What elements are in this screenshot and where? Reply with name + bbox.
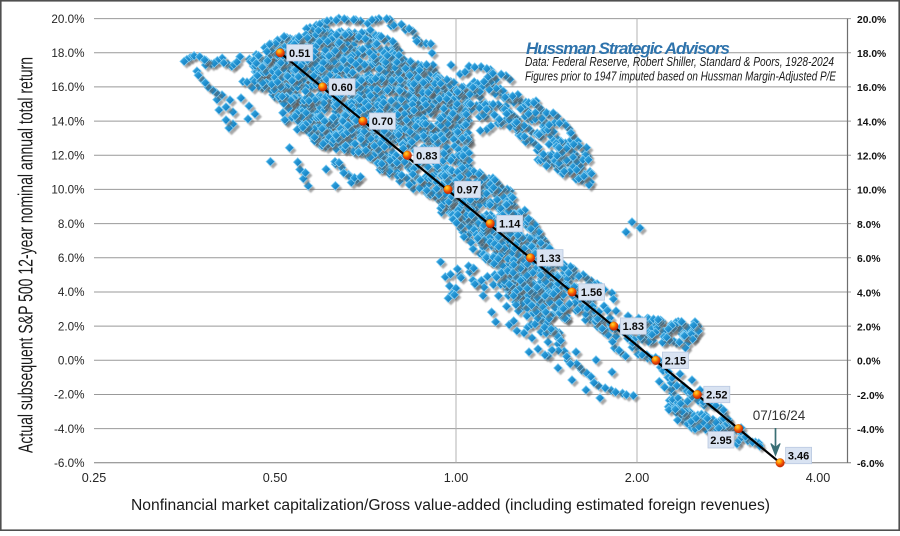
svg-text:1.56: 1.56 bbox=[581, 287, 602, 299]
svg-text:-4.0%: -4.0% bbox=[54, 423, 85, 436]
svg-text:0.25: 0.25 bbox=[82, 471, 107, 485]
svg-text:12.0%: 12.0% bbox=[857, 152, 886, 163]
svg-text:2.0%: 2.0% bbox=[58, 320, 85, 333]
svg-text:8.0%: 8.0% bbox=[857, 220, 880, 231]
svg-text:2.00: 2.00 bbox=[625, 471, 650, 485]
svg-text:Actual subsequent S&P 500 12-y: Actual subsequent S&P 500 12-year nomina… bbox=[15, 57, 37, 453]
svg-text:0.0%: 0.0% bbox=[58, 355, 85, 368]
svg-text:Data: Federal Reserve, Robert: Data: Federal Reserve, Robert Shiller, S… bbox=[525, 55, 834, 69]
svg-text:14.0%: 14.0% bbox=[857, 117, 886, 128]
svg-text:1.14: 1.14 bbox=[499, 219, 521, 231]
svg-text:6.0%: 6.0% bbox=[58, 252, 85, 265]
svg-text:18.0%: 18.0% bbox=[857, 49, 886, 60]
svg-text:1.33: 1.33 bbox=[539, 253, 560, 265]
svg-text:-2.0%: -2.0% bbox=[857, 391, 884, 402]
svg-text:07/16/24: 07/16/24 bbox=[753, 408, 806, 423]
svg-text:3.46: 3.46 bbox=[788, 451, 809, 463]
svg-text:10.0%: 10.0% bbox=[51, 184, 84, 197]
svg-text:4.0%: 4.0% bbox=[857, 288, 880, 299]
svg-text:6.0%: 6.0% bbox=[857, 254, 880, 265]
svg-text:-6.0%: -6.0% bbox=[54, 457, 85, 470]
svg-text:20.0%: 20.0% bbox=[51, 13, 84, 26]
svg-text:0.51: 0.51 bbox=[289, 48, 310, 60]
svg-text:0.83: 0.83 bbox=[416, 150, 437, 162]
svg-text:16.0%: 16.0% bbox=[857, 83, 886, 94]
svg-text:18.0%: 18.0% bbox=[51, 47, 84, 60]
svg-text:4.0%: 4.0% bbox=[58, 286, 85, 299]
svg-text:16.0%: 16.0% bbox=[51, 81, 84, 94]
svg-text:20.0%: 20.0% bbox=[857, 15, 886, 26]
svg-text:-4.0%: -4.0% bbox=[857, 425, 884, 436]
svg-text:8.0%: 8.0% bbox=[58, 218, 85, 231]
svg-text:-2.0%: -2.0% bbox=[54, 389, 85, 402]
svg-text:2.52: 2.52 bbox=[706, 390, 727, 402]
svg-text:0.97: 0.97 bbox=[457, 185, 478, 197]
svg-text:4.00: 4.00 bbox=[806, 471, 831, 485]
svg-text:2.95: 2.95 bbox=[710, 435, 731, 447]
svg-text:0.50: 0.50 bbox=[263, 471, 288, 485]
svg-text:10.0%: 10.0% bbox=[857, 186, 886, 197]
svg-text:12.0%: 12.0% bbox=[51, 150, 84, 163]
svg-text:Figures prior to 1947 imputed: Figures prior to 1947 imputed based on H… bbox=[525, 70, 837, 84]
svg-text:Hussman Strategic Advisors: Hussman Strategic Advisors bbox=[526, 39, 730, 58]
svg-text:14.0%: 14.0% bbox=[51, 115, 84, 128]
svg-text:2.0%: 2.0% bbox=[857, 322, 880, 333]
svg-text:2.15: 2.15 bbox=[665, 355, 686, 367]
svg-text:0.70: 0.70 bbox=[372, 116, 393, 128]
svg-text:0.0%: 0.0% bbox=[857, 357, 880, 368]
svg-text:1.83: 1.83 bbox=[623, 321, 644, 333]
svg-text:0.60: 0.60 bbox=[331, 82, 352, 94]
svg-text:Nonfinancial market capitaliza: Nonfinancial market capitalization/Gross… bbox=[131, 497, 770, 514]
svg-text:-6.0%: -6.0% bbox=[857, 459, 884, 470]
svg-text:1.00: 1.00 bbox=[444, 471, 469, 485]
